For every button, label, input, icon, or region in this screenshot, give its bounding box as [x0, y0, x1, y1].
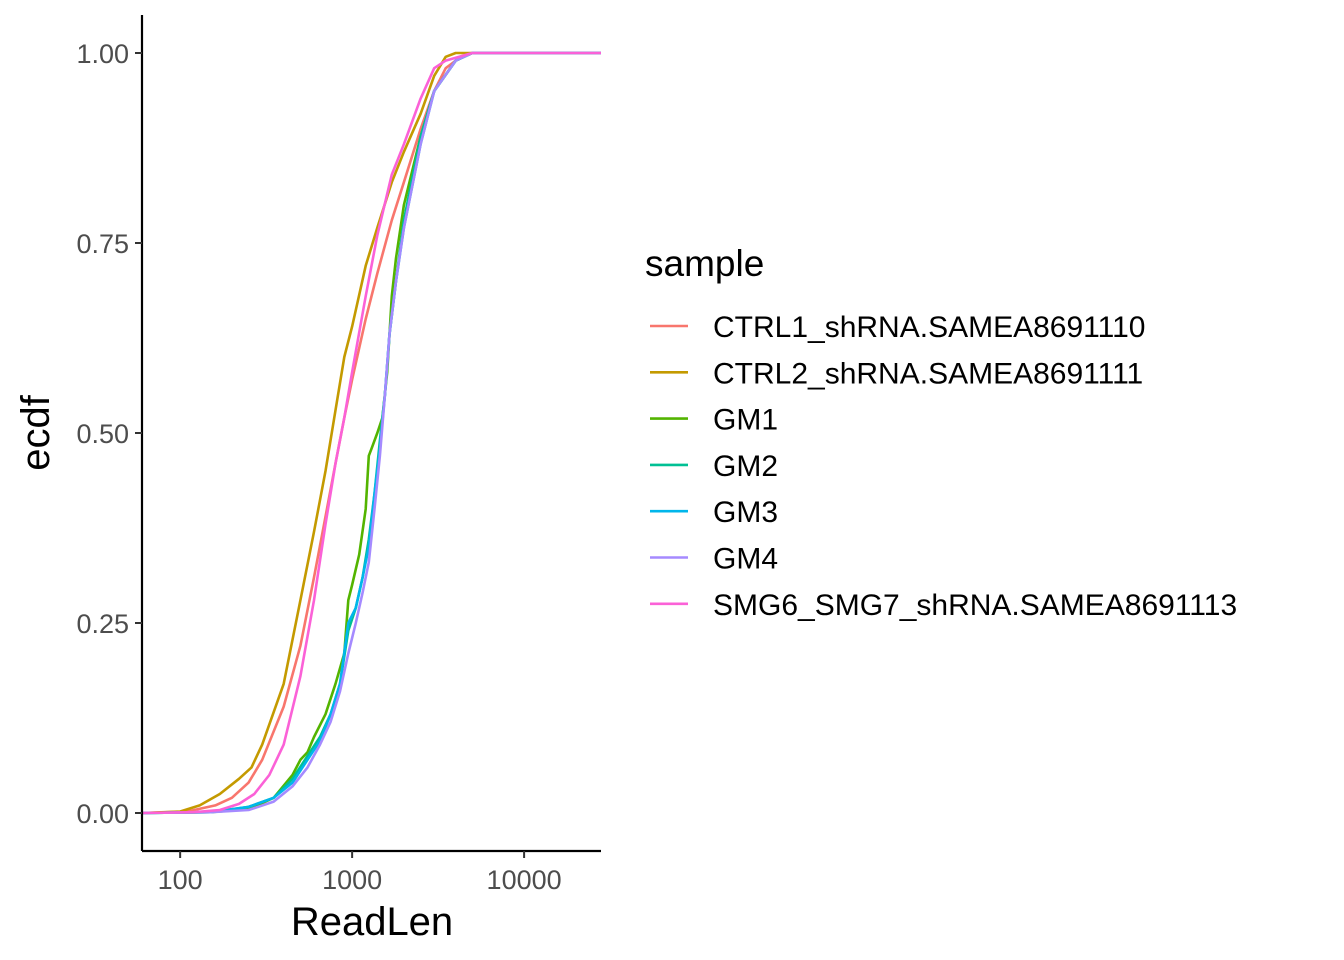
legend-label: GM3: [713, 496, 778, 529]
x-tick-label: 1000: [322, 865, 382, 895]
legend-label: CTRL2_shRNA.SAMEA8691111: [713, 357, 1143, 390]
y-tick-label: 1.00: [76, 39, 129, 69]
legend-label: GM4: [713, 543, 778, 576]
y-tick-label: 0.75: [76, 229, 129, 259]
y-tick-label: 0.00: [76, 799, 129, 829]
legend-label: GM1: [713, 404, 778, 437]
x-axis-title: ReadLen: [291, 900, 453, 944]
legend-label: CTRL1_shRNA.SAMEA8691110: [713, 311, 1145, 344]
y-axis-title: ecdf: [14, 394, 58, 470]
y-tick-label: 0.50: [76, 419, 129, 449]
legend-label: SMG6_SMG7_shRNA.SAMEA8691113: [713, 589, 1237, 622]
legend-title: sample: [645, 243, 764, 284]
y-tick-label: 0.25: [76, 609, 129, 639]
x-tick-label: 100: [158, 865, 203, 895]
x-tick-label: 10000: [487, 865, 562, 895]
legend-label: GM2: [713, 450, 778, 483]
